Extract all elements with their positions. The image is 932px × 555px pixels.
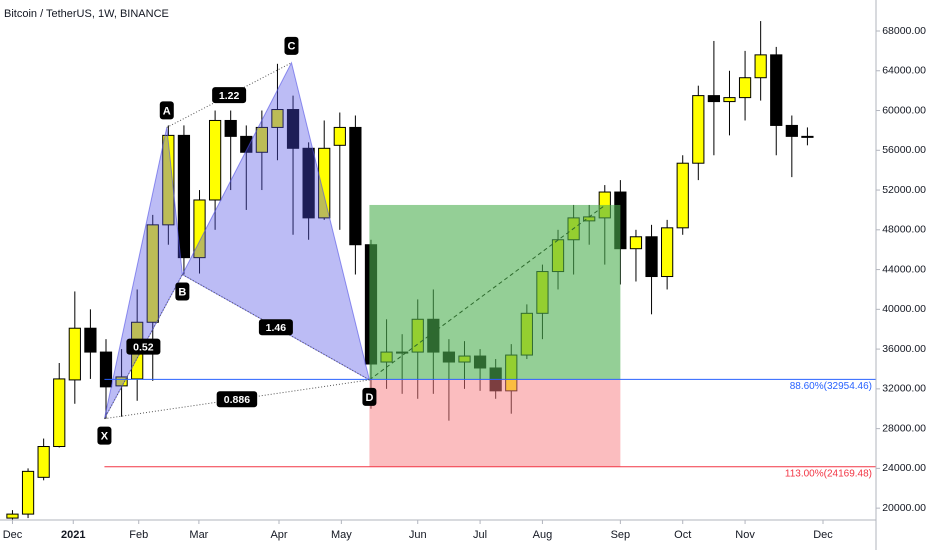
y-tick-label: 32000.00 (882, 383, 926, 395)
x-tick-label: Dec (813, 529, 833, 541)
y-tick-label: 60000.00 (882, 104, 926, 116)
candle-body (177, 134, 191, 259)
x-tick-label: Oct (674, 529, 691, 541)
ratio-label: 1.22 (219, 90, 240, 102)
candle-body (21, 470, 35, 515)
candle-body (193, 199, 206, 259)
y-tick-label: 36000.00 (882, 343, 926, 355)
candle-body (754, 54, 767, 79)
chart-title: Bitcoin / TetherUS, 1W, BINANCE (4, 8, 169, 20)
y-tick-label: 20000.00 (882, 502, 926, 514)
candle-body (738, 77, 752, 99)
profit-zone (369, 204, 621, 380)
candle-body (801, 135, 814, 138)
x-tick-label: Nov (735, 529, 755, 541)
candle-body (84, 327, 97, 353)
x-tick-label: Dec (3, 529, 23, 541)
candle-body (271, 109, 284, 128)
point-box (97, 426, 112, 445)
ratio-box (212, 87, 247, 104)
ratio-box (258, 319, 293, 336)
x-tick-label: May (331, 529, 352, 541)
candle-body (349, 126, 362, 246)
loss-zone (369, 379, 621, 467)
point-label: B (178, 286, 186, 298)
x-tick-label: 2021 (61, 529, 85, 541)
candle-body (146, 224, 159, 323)
candle-body (770, 54, 783, 126)
y-tick-label: 44000.00 (882, 263, 926, 275)
x-tick-label: Feb (129, 529, 148, 541)
point-label: A (163, 105, 171, 117)
y-tick-label: 52000.00 (882, 184, 926, 196)
point-box (362, 387, 377, 406)
candle-body (629, 236, 643, 250)
x-tick-label: Aug (533, 529, 553, 541)
candle-body (333, 126, 346, 146)
candle-body (53, 378, 66, 448)
candle-body (255, 126, 268, 153)
y-tick-label: 68000.00 (882, 25, 926, 37)
point-box (175, 282, 190, 301)
point-label: D (365, 392, 373, 404)
candle-body (785, 124, 798, 137)
candle-body (286, 109, 300, 149)
y-tick-label: 64000.00 (882, 65, 926, 77)
x-tick-label: Sep (611, 529, 631, 541)
plot-area (6, 21, 876, 520)
y-tick-label: 24000.00 (882, 462, 926, 474)
y-tick-label: 48000.00 (882, 224, 926, 236)
ratio-leg (166, 62, 292, 128)
x-tick-label: Jun (409, 529, 427, 541)
candle-body (208, 119, 222, 201)
point-label: X (101, 431, 109, 443)
ratio-label: 0.886 (224, 394, 250, 406)
point-box (159, 101, 174, 120)
candle-body (162, 134, 175, 226)
level-label: 88.60%(32954.46) (790, 381, 872, 392)
candle-body (707, 95, 721, 103)
ratio-box (216, 391, 258, 408)
ratio-label: 1.46 (266, 322, 287, 334)
candle-body (68, 327, 81, 381)
candle-body (302, 147, 315, 219)
candle-body (240, 135, 253, 153)
candle-body (99, 351, 113, 388)
candle-body (723, 97, 736, 103)
x-tick-label: Apr (270, 529, 287, 541)
y-tick-label: 40000.00 (882, 303, 926, 315)
point-label: C (288, 41, 296, 53)
point-box (284, 36, 299, 55)
level-label: 113.00%(24169.48) (785, 468, 872, 479)
x-tick-label: Jul (473, 529, 487, 541)
ratio-label: 0.52 (133, 341, 154, 353)
candle-body (676, 162, 689, 229)
candle-body (6, 513, 19, 519)
candle-body (692, 95, 705, 164)
y-tick-label: 56000.00 (882, 144, 926, 156)
candle-body (224, 119, 237, 137)
candle-body (661, 227, 674, 278)
y-tick-label: 28000.00 (882, 422, 926, 434)
candle-body (318, 147, 331, 219)
x-tick-label: Mar (189, 529, 208, 541)
candle-body (645, 236, 658, 278)
ratio-box (126, 338, 161, 355)
candle-body (115, 376, 128, 387)
candle-body (37, 446, 50, 478)
